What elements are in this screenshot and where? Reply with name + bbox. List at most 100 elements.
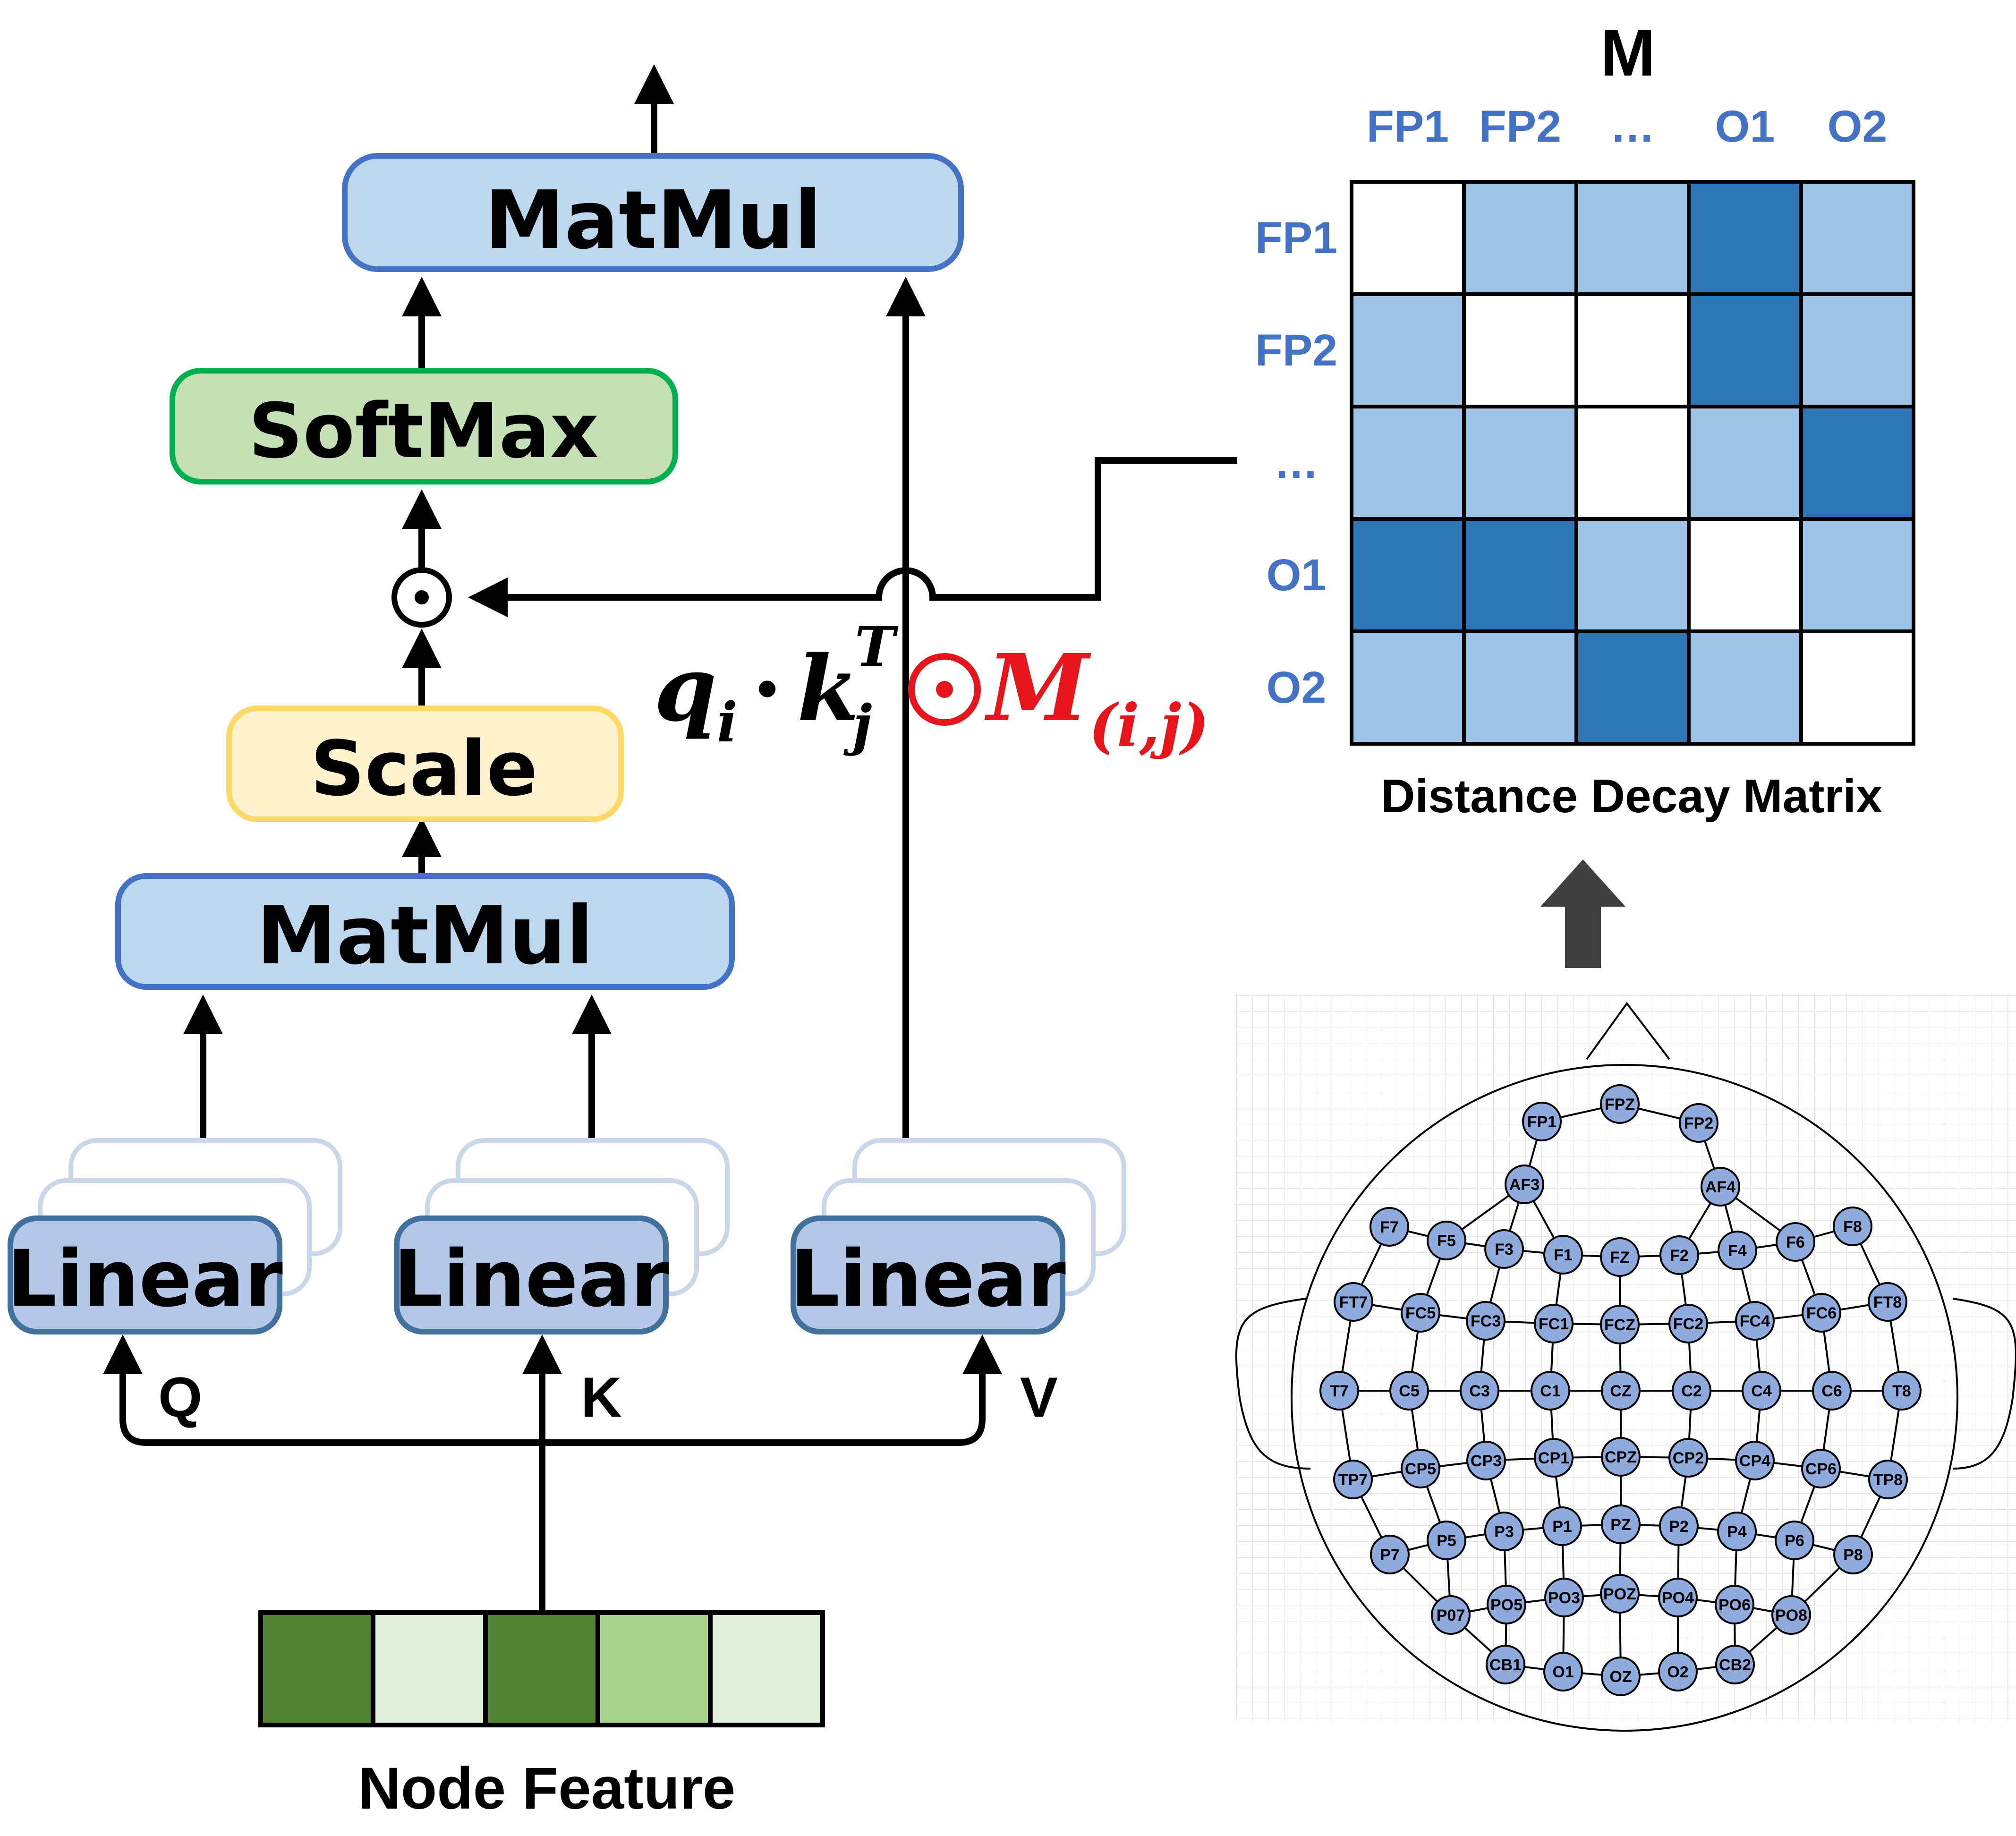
- electrode-f5: F5: [1427, 1221, 1466, 1260]
- electrode-label: F1: [1554, 1246, 1573, 1264]
- formula-k-sup: T: [855, 615, 899, 679]
- top-matmul-label: MatMul: [485, 174, 822, 267]
- formula-m-sub: (i,j): [1089, 691, 1209, 760]
- qkv-split-lines: [119, 1341, 986, 1613]
- electrode-fz: FZ: [1600, 1237, 1640, 1277]
- electrode-t7: T7: [1319, 1371, 1359, 1411]
- matrix-cell: [1574, 292, 1691, 408]
- matrix-row-label: FP2: [1255, 325, 1337, 375]
- electrode-label: TP8: [1873, 1471, 1903, 1489]
- electrode-node: [1466, 1301, 1506, 1341]
- electrode-label: PO8: [1775, 1606, 1807, 1624]
- electrode-pz: PZ: [1601, 1504, 1641, 1544]
- electrode-cp1: CP1: [1534, 1438, 1574, 1478]
- matrix-cell: [1687, 180, 1803, 296]
- electrode-label: POZ: [1603, 1585, 1636, 1603]
- electrode-label: C3: [1469, 1382, 1489, 1400]
- electrode-node: [1882, 1371, 1922, 1411]
- electrode-label: P6: [1785, 1532, 1804, 1550]
- node-feature-cell: [258, 1610, 375, 1727]
- electrode-node: [1775, 1521, 1814, 1560]
- electrode-label: O1: [1552, 1663, 1574, 1681]
- electrode-node: [1833, 1207, 1872, 1246]
- electrode-node: [1868, 1282, 1907, 1322]
- matrix-cell: [1574, 517, 1691, 633]
- electrode-node: [1370, 1207, 1409, 1247]
- electrode-node: [1868, 1460, 1908, 1499]
- matrix-column-label: O1: [1715, 102, 1775, 152]
- matrix-column-label: …: [1610, 102, 1655, 152]
- electrode-label: CP5: [1405, 1460, 1436, 1478]
- electrode-tp7: TP7: [1333, 1460, 1373, 1499]
- electrode-label: P5: [1437, 1532, 1456, 1550]
- electrode-node: [1601, 1437, 1641, 1477]
- electrode-label: CP1: [1538, 1449, 1569, 1467]
- nose: [1586, 1002, 1670, 1060]
- electrode-label: F7: [1380, 1218, 1399, 1236]
- electrode-label: CPZ: [1605, 1448, 1637, 1466]
- electrode-node: [1833, 1535, 1873, 1574]
- electrode-f7: F7: [1370, 1207, 1409, 1247]
- electrode-node: [1715, 1645, 1755, 1684]
- electrode-node: [1718, 1231, 1757, 1270]
- electrode-label: FP2: [1684, 1114, 1713, 1132]
- electrode-fc4: FC4: [1735, 1301, 1775, 1341]
- electrode-cp3: CP3: [1466, 1441, 1506, 1480]
- electrode-cp4: CP4: [1735, 1441, 1775, 1480]
- electrode-label: FP1: [1527, 1113, 1557, 1131]
- scale-label: Scale: [310, 724, 537, 813]
- electrode-p6: P6: [1775, 1521, 1814, 1560]
- electrode-label: PO4: [1662, 1589, 1694, 1607]
- electrode-f1: F1: [1543, 1235, 1583, 1275]
- electrode-po5: PO5: [1487, 1585, 1526, 1624]
- electrode-label: CP2: [1673, 1449, 1704, 1467]
- matrix-cell: [1574, 629, 1691, 746]
- electrode-ft7: FT7: [1334, 1282, 1373, 1322]
- electrode-p4: P4: [1717, 1512, 1757, 1551]
- electrode-label: CP3: [1471, 1452, 1502, 1470]
- electrode-node: [1544, 1578, 1584, 1617]
- electrode-p8: P8: [1833, 1535, 1873, 1574]
- electrode-node: [1601, 1504, 1641, 1544]
- electrode-ft8: FT8: [1868, 1282, 1907, 1322]
- node-feature-cell: [595, 1610, 713, 1727]
- electrode-label: T8: [1892, 1382, 1911, 1400]
- electrode-node: [1668, 1438, 1708, 1478]
- v-label: V: [1020, 1366, 1058, 1429]
- electrode-label: P07: [1437, 1606, 1465, 1624]
- electrode-label: CB2: [1719, 1656, 1751, 1674]
- node-feature-cell: [708, 1610, 825, 1727]
- matrix-title: M: [1600, 16, 1656, 90]
- electrode-label: P4: [1727, 1523, 1747, 1541]
- electrode-label: FC6: [1806, 1304, 1837, 1322]
- electrode-fcz: FCZ: [1600, 1305, 1640, 1344]
- matrix-column-labels: FP1 FP2 … O1 O2: [1367, 102, 1887, 152]
- electrode-label: FC2: [1673, 1315, 1703, 1333]
- electrode-label: T7: [1330, 1382, 1349, 1400]
- attention-block: MatMul SoftMax Scale MatMul Linear: [7, 64, 1237, 1821]
- electrode-node: [1543, 1652, 1583, 1692]
- electrode-node: [1601, 1371, 1641, 1411]
- electrode-c3: C3: [1460, 1371, 1499, 1411]
- electrode-label: PO3: [1548, 1589, 1580, 1607]
- matrix-cell: [1462, 180, 1578, 296]
- matrix-cell: [1687, 517, 1803, 633]
- electrode-node: [1531, 1371, 1570, 1411]
- matrix-cells: [1350, 180, 1915, 746]
- electrode-o1: O1: [1543, 1652, 1583, 1692]
- right-ear: [1952, 1298, 2016, 1470]
- electrode-label: O2: [1667, 1663, 1688, 1681]
- electrode-fc6: FC6: [1802, 1293, 1841, 1333]
- electrode-f3: F3: [1484, 1229, 1524, 1269]
- electrode-node: [1600, 1574, 1640, 1614]
- electrode-label: AF4: [1705, 1178, 1735, 1196]
- electrode-f4: F4: [1718, 1231, 1757, 1270]
- electrode-node: [1776, 1222, 1815, 1262]
- electrode-node: [1427, 1521, 1466, 1560]
- electrode-po8: PO8: [1771, 1595, 1811, 1635]
- matrix-cell: [1574, 180, 1691, 296]
- electrode-node: [1802, 1293, 1841, 1333]
- linear-k-stack: Linear: [393, 1138, 730, 1334]
- electrode-node: [1658, 1652, 1698, 1692]
